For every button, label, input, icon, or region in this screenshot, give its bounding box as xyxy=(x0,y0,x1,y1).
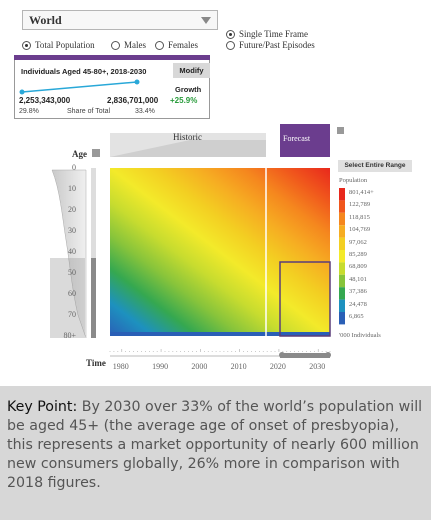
radio-label: Future/Past Episodes xyxy=(239,40,315,50)
legend-swatch xyxy=(339,274,345,288)
growth-label: Growth xyxy=(175,85,202,94)
y-tick-label: 70 xyxy=(68,310,76,319)
legend-swatch xyxy=(339,262,345,275)
legend-unit: '000 Individuals xyxy=(339,332,381,339)
growth-value: +25.9% xyxy=(170,96,198,105)
age-silhouette xyxy=(51,169,87,339)
x-tick-label: 2030 xyxy=(309,362,326,371)
time-handle-right xyxy=(325,352,331,358)
age-range-highlight xyxy=(50,258,85,338)
age-scrollbar xyxy=(91,168,96,338)
info-icon xyxy=(337,127,344,134)
radio-selected-icon xyxy=(226,29,235,39)
legend-title: Population xyxy=(339,177,368,184)
historic-shade xyxy=(110,140,266,157)
y-tick-label: 0 xyxy=(72,163,76,172)
legend-swatch xyxy=(339,299,345,312)
legend-swatch xyxy=(339,188,345,201)
radio-label: Single Time Frame xyxy=(239,29,309,39)
age-info-icon xyxy=(92,149,100,157)
legend-swatch xyxy=(339,287,345,300)
legend-value: 37,386 xyxy=(349,288,367,296)
x-axis-title: Time xyxy=(86,358,106,368)
y-tick-label: 80+ xyxy=(63,331,76,340)
radio-males[interactable]: Males xyxy=(111,40,146,50)
x-tick-label: 1990 xyxy=(152,362,169,371)
end-value: 2,836,701,000 xyxy=(107,96,159,105)
forecast-selection-box xyxy=(279,261,331,337)
share-label: Share of Total xyxy=(67,108,111,115)
radio-selected-icon xyxy=(22,40,31,50)
radio-label: Males xyxy=(124,40,146,50)
start-share: 29.8% xyxy=(19,108,39,115)
legend-value: 97,062 xyxy=(349,238,367,246)
heatmap-base xyxy=(110,332,330,336)
forecast-band xyxy=(280,124,330,157)
start-value: 2,253,343,000 xyxy=(19,96,71,105)
legend-swatch xyxy=(339,200,345,213)
section-label-historic: Historic xyxy=(173,132,202,142)
key-point-body: By 2030 over 33% of the world’s populati… xyxy=(7,399,423,491)
legend-value: 68,809 xyxy=(349,263,367,271)
legend-value: 6,865 xyxy=(349,313,364,320)
legend-swatch xyxy=(339,250,345,263)
legend-swatches xyxy=(339,188,345,325)
key-point-label: Key Point: xyxy=(7,399,78,415)
end-share: 33.4% xyxy=(135,108,155,115)
radio-future-past-episodes[interactable]: Future/Past Episodes xyxy=(226,40,315,50)
radio-unselected-icon xyxy=(226,40,235,50)
x-tick-label: 2010 xyxy=(230,362,247,371)
info-box: Individuals Aged 45-80+, 2018-2030 Modif… xyxy=(14,55,210,119)
heatmap-body xyxy=(110,168,330,336)
radio-unselected-icon xyxy=(155,40,164,50)
legend-swatch xyxy=(339,312,345,325)
y-tick-label: 50 xyxy=(68,268,76,277)
info-box-title: Individuals Aged 45-80+, 2018-2030 xyxy=(21,67,147,76)
legend-swatch xyxy=(339,212,345,226)
legend-value: 801,414+ xyxy=(349,189,374,196)
radio-label: Females xyxy=(168,40,198,50)
legend-swatch xyxy=(339,225,345,238)
time-scroll-thumb xyxy=(280,353,330,358)
radio-females[interactable]: Females xyxy=(155,40,198,50)
growth-sparkline xyxy=(19,79,140,95)
key-point-panel: Key Point: By 2030 over 33% of the world… xyxy=(0,386,431,520)
legend-value: 24,478 xyxy=(349,300,367,308)
x-tick-label: 2000 xyxy=(191,362,208,371)
y-tick-label: 20 xyxy=(68,205,76,214)
radio-label: Total Population xyxy=(35,40,95,50)
info-box-accent xyxy=(14,55,210,60)
population-heatmap xyxy=(50,124,345,358)
radio-total-population[interactable]: Total Population xyxy=(22,40,95,50)
radio-single-time-frame[interactable]: Single Time Frame xyxy=(226,29,308,39)
radio-unselected-icon xyxy=(111,40,120,50)
heatmap-fill xyxy=(110,168,330,336)
legend-value: 85,289 xyxy=(349,251,367,258)
legend-value: 104,769 xyxy=(349,226,371,234)
legend-value: 118,815 xyxy=(349,213,370,221)
key-point-text: Key Point: By 2030 over 33% of the world… xyxy=(7,398,425,493)
modify-button[interactable]: Modify xyxy=(173,63,210,78)
legend-value: 48,101 xyxy=(349,275,367,283)
y-tick-label: 30 xyxy=(68,226,76,235)
y-axis-title: Age xyxy=(72,149,87,159)
x-tick-label: 1980 xyxy=(112,362,129,371)
legend-swatch xyxy=(339,237,345,250)
x-tick-label: 2020 xyxy=(269,362,286,371)
region-select[interactable]: World xyxy=(22,10,218,30)
time-handle-left xyxy=(279,352,285,358)
section-label-forecast: Forecast xyxy=(283,134,311,143)
chevron-down-icon[interactable] xyxy=(201,17,211,24)
select-entire-range-button[interactable]: Select Entire Range xyxy=(338,160,412,172)
region-value: World xyxy=(29,13,62,27)
age-scroll-thumb xyxy=(91,258,96,338)
legend-value: 122,789 xyxy=(349,201,371,209)
y-tick-label: 10 xyxy=(68,184,76,193)
y-tick-label: 60 xyxy=(68,289,76,298)
y-tick-label: 40 xyxy=(68,247,76,256)
